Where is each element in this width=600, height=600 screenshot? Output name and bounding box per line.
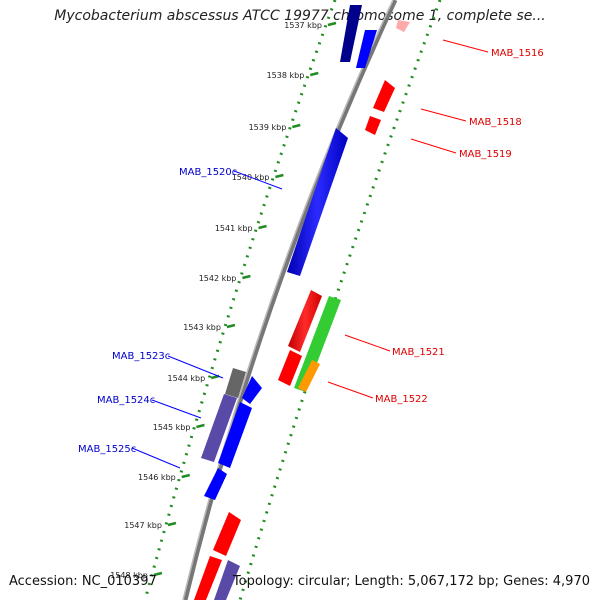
chromosome-backbone [182,0,398,600]
gene-MAB_1525c-a[interactable] [218,402,252,468]
tick-mark [292,123,301,129]
tick-mark [181,473,191,479]
gene-block[interactable] [214,560,240,600]
tick-label: 1545 kbp [153,423,191,432]
tick-label: 1537 kbp [284,21,322,30]
gene-label[interactable]: MAB_1522 [375,394,428,405]
gene-label[interactable]: MAB_1518 [469,117,522,128]
tick-label: 1547 kbp [124,521,162,530]
tick-label: 1544 kbp [168,374,206,383]
gene-labels: MAB_1520c MAB_1523c MAB_1524c MAB_1525c … [78,48,544,455]
tick-mark [327,21,337,27]
tick-label: 1538 kbp [267,71,305,80]
gene-MAB_1524c[interactable] [201,394,237,462]
gene-MAB_1518[interactable] [373,80,395,112]
tick-label: 1543 kbp [183,323,221,332]
genome-summary-text: Topology: circular; Length: 5,067,172 bp… [232,574,590,589]
tick-mark [226,323,236,329]
plus-strand-genes [194,20,410,600]
gene-MAB_1520c[interactable] [287,128,348,276]
tick-label: 1539 kbp [249,123,287,132]
gene-MAB_1516[interactable] [396,20,410,32]
tick-mark [167,521,177,527]
gene-block[interactable] [213,512,241,556]
gene-label[interactable]: MAB_1521 [392,347,445,358]
minus-strand-genes [201,5,377,600]
tick-label: 1542 kbp [199,274,237,283]
accession-text: Accession: NC_010397 [9,574,157,589]
tick-mark [242,274,251,280]
gene-label[interactable]: MAB_1524c [97,395,155,406]
tick-mark [258,224,267,230]
gene-label[interactable]: MAB_1519 [459,149,512,160]
tick-mark [196,423,205,429]
gene-MAB_1522[interactable] [298,360,320,392]
label-leaders [131,39,489,469]
tick-mark [275,173,284,179]
gene-label[interactable]: MAB_1523c [112,351,170,362]
gene-MAB_1523c-a[interactable] [225,368,246,398]
gene-MAB_1522-a[interactable] [294,296,341,392]
gene-label[interactable]: MAB_1520c [179,167,237,178]
gene-MAB_1519[interactable] [365,116,381,135]
gene-MAB_1521-b[interactable] [278,350,302,386]
gene-MAB_1521[interactable] [288,290,322,352]
tick-label: 1546 kbp [138,473,176,482]
gene-MAB_1524c-a[interactable] [242,376,262,404]
map-title: Mycobacterium abscessus ATCC 19977 chrom… [54,8,546,24]
inner-dotted-ring [143,0,337,600]
tick-label: 1548 kbp [110,571,148,580]
chromosome-backbone-highlight [182,0,394,600]
tick-mark [153,571,163,577]
gene-block[interactable] [340,5,362,62]
gene-label[interactable]: MAB_1516 [491,48,544,59]
gene-block[interactable] [194,556,222,600]
gene-label[interactable]: MAB_1525c [78,444,136,455]
gene-block[interactable] [356,30,377,68]
gene-MAB_1525c[interactable] [204,468,227,500]
tick-mark [309,71,319,77]
tick-label: 1541 kbp [215,224,253,233]
